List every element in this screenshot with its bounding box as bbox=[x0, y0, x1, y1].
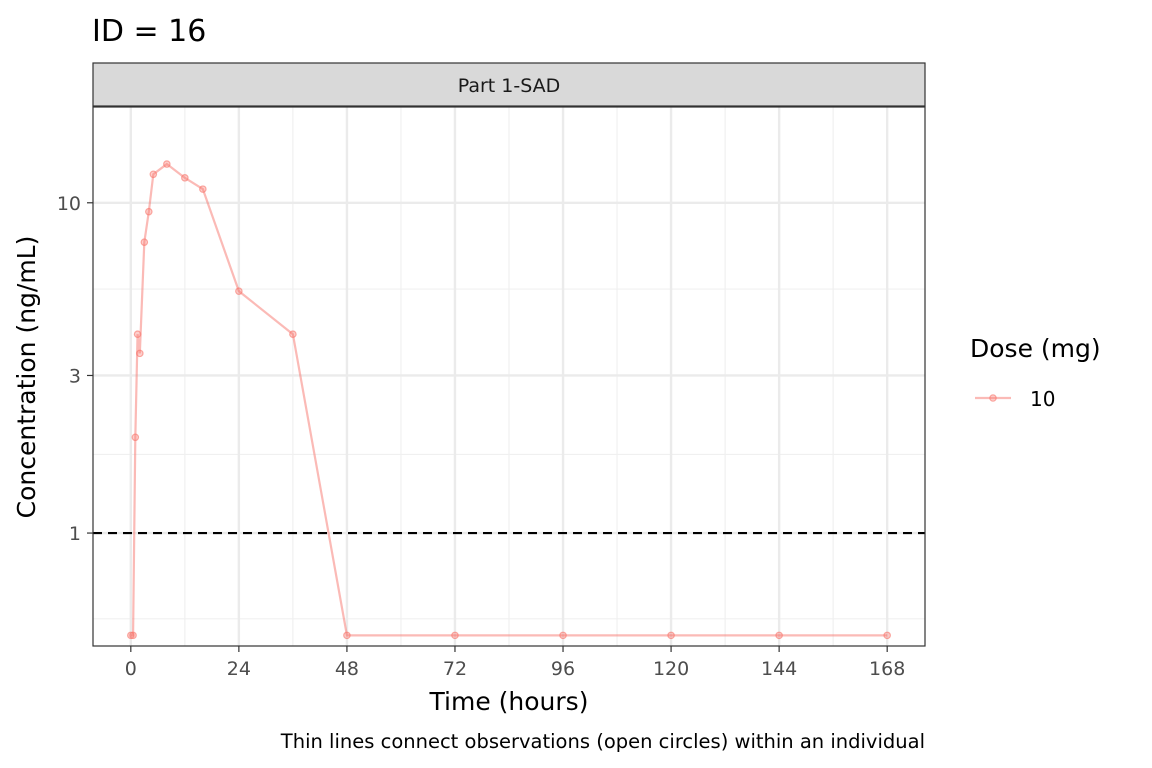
data-point bbox=[149, 170, 158, 179]
legend: 10 bbox=[975, 387, 1055, 411]
y-tick-label: 10 bbox=[57, 193, 81, 215]
data-point bbox=[131, 433, 140, 442]
y-tick-label: 1 bbox=[69, 523, 81, 545]
data-point bbox=[136, 349, 144, 358]
data-point bbox=[235, 287, 243, 295]
data-point bbox=[289, 330, 297, 339]
facet-strip bbox=[92, 62, 926, 107]
data-point bbox=[199, 185, 207, 193]
x-axis: 0 24 48 72 96 120 144 168 bbox=[125, 646, 905, 680]
data-point bbox=[451, 631, 459, 640]
x-tick-label: 96 bbox=[551, 658, 575, 680]
x-tick-label: 120 bbox=[653, 658, 689, 680]
data-point bbox=[140, 238, 149, 246]
data-point bbox=[145, 207, 153, 216]
legend-title: Dose (mg) bbox=[970, 334, 1101, 363]
data-point bbox=[775, 631, 783, 640]
data-point bbox=[127, 631, 135, 640]
x-tick-label: 144 bbox=[761, 658, 797, 680]
data-point bbox=[883, 631, 891, 640]
x-axis-title: Time (hours) bbox=[429, 687, 589, 716]
x-tick-label: 48 bbox=[335, 658, 359, 680]
panel-border bbox=[92, 106, 926, 647]
facet-label: Part 1-SAD bbox=[458, 75, 561, 97]
x-tick-label: 0 bbox=[125, 658, 137, 680]
data-point bbox=[163, 160, 171, 168]
chart-caption: Thin lines connect observations (open ci… bbox=[280, 730, 925, 753]
data-point bbox=[559, 631, 567, 640]
legend-label: 10 bbox=[1030, 387, 1055, 411]
data-point bbox=[181, 174, 189, 182]
x-tick-label: 168 bbox=[869, 658, 905, 680]
data-point bbox=[133, 330, 142, 339]
data-point bbox=[343, 631, 351, 640]
series-layer bbox=[127, 160, 891, 640]
chart-title: ID = 16 bbox=[92, 14, 206, 49]
legend-key-point bbox=[989, 394, 997, 402]
series-line bbox=[130, 162, 888, 637]
y-axis: 1 3 10 bbox=[57, 193, 93, 545]
y-axis-title: Concentration (ng/mL) bbox=[12, 236, 41, 519]
x-tick-label: 72 bbox=[443, 658, 467, 680]
x-tick-label: 24 bbox=[227, 658, 251, 680]
y-tick-label: 3 bbox=[69, 365, 81, 387]
data-point bbox=[129, 631, 137, 640]
data-point bbox=[667, 631, 675, 640]
